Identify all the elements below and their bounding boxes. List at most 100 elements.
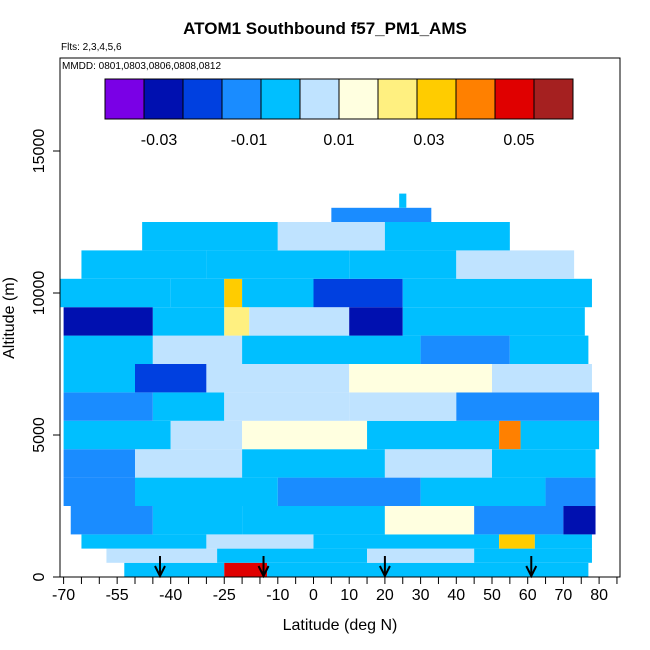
- heatmap-cell: [63, 449, 135, 478]
- heatmap-cell: [520, 420, 600, 450]
- y-tick-label: 0: [31, 572, 48, 581]
- heatmap-cell: [331, 207, 432, 222]
- colorbar-swatch: [183, 79, 223, 119]
- chart-title: ATOM1 Southbound f57_PM1_AMS: [183, 19, 467, 38]
- heatmap-cell: [474, 548, 592, 563]
- x-tick-label: -55: [106, 587, 129, 604]
- heatmap-cell: [152, 307, 225, 336]
- heatmap-cell: [170, 278, 225, 308]
- colorbar-tick-label: -0.01: [231, 132, 268, 149]
- heatmap-cell: [402, 278, 592, 308]
- colorbar-swatch: [144, 79, 184, 119]
- heatmap-cell: [349, 250, 457, 279]
- heatmap-cell: [63, 307, 153, 336]
- heatmap-layer: [60, 193, 600, 577]
- heatmap-cell: [242, 506, 385, 535]
- colorbar-tick-label: 0.01: [323, 132, 354, 149]
- heatmap-cell: [509, 335, 589, 364]
- x-tick-label: 20: [376, 587, 394, 604]
- heatmap-cell: [224, 307, 250, 336]
- heatmap-cell: [135, 477, 278, 506]
- heatmap-cell: [242, 420, 368, 450]
- colorbar-swatch: [105, 79, 145, 119]
- heatmap-cell: [170, 420, 243, 450]
- x-tick-label: 50: [483, 587, 501, 604]
- plot-frame: [59, 57, 621, 578]
- heatmap-cell: [456, 392, 600, 421]
- heatmap-cell: [224, 278, 243, 308]
- heatmap-cell: [124, 562, 225, 577]
- colorbar-swatch: [261, 79, 301, 119]
- heatmap-cell: [349, 364, 492, 393]
- colorbar-swatch: [300, 79, 340, 119]
- colorbar-tick-label: 0.05: [503, 132, 534, 149]
- heatmap-cell: [217, 548, 368, 563]
- heatmap-cell: [63, 420, 171, 450]
- heatmap-cell: [420, 477, 546, 506]
- heatmap-cell: [367, 420, 500, 450]
- colorbar-swatch: [222, 79, 262, 119]
- heatmap-cell: [534, 534, 592, 549]
- heatmap-cell: [349, 307, 403, 336]
- profile-arrow-head: [379, 565, 391, 579]
- colorbar-swatch: [534, 79, 574, 119]
- heatmap-cell: [384, 449, 492, 478]
- heatmap-cell: [384, 506, 475, 535]
- heatmap-cell: [277, 477, 421, 506]
- heatmap-cell: [313, 278, 403, 308]
- profile-arrow-head: [154, 565, 166, 579]
- colorbar-swatch: [456, 79, 496, 119]
- x-tick-label: 80: [590, 587, 608, 604]
- x-tick-label: 70: [555, 587, 573, 604]
- x-tick-label: 30: [412, 587, 430, 604]
- heatmap-cell: [206, 364, 350, 393]
- heatmap-cell: [384, 222, 510, 251]
- x-tick-label: 60: [519, 587, 537, 604]
- heatmap-cell: [456, 250, 575, 279]
- heatmap-cell: [63, 335, 153, 364]
- heatmap-cell: [242, 335, 421, 364]
- x-tick-label: -40: [159, 587, 182, 604]
- flights-note: Flts: 2,3,4,5,6: [61, 42, 122, 53]
- heatmap-cell: [63, 392, 153, 421]
- x-tick-label: 0: [309, 587, 318, 604]
- heatmap-cell: [367, 548, 475, 563]
- heatmap-cell: [63, 477, 135, 506]
- heatmap-cell: [142, 222, 278, 251]
- heatmap-cell: [206, 250, 350, 279]
- heatmap-cell: [492, 364, 592, 393]
- heatmap-cell: [135, 449, 243, 478]
- heatmap-cell: [224, 562, 268, 577]
- heatmap-cell: [152, 392, 225, 421]
- x-tick-label: -10: [266, 587, 289, 604]
- x-tick-label: -70: [52, 587, 75, 604]
- colorbar-swatch: [495, 79, 535, 119]
- heatmap-cell: [242, 278, 314, 308]
- heatmap-cell: [224, 392, 350, 421]
- heatmap-cell: [399, 193, 407, 208]
- profile-arrow-head: [257, 565, 270, 579]
- heatmap-cell: [152, 506, 243, 535]
- heatmap-cell: [499, 534, 535, 549]
- heatmap-cell: [545, 477, 596, 506]
- heatmap-cell: [277, 222, 385, 251]
- colorbar-tick-label: 0.03: [413, 132, 444, 149]
- colorbar-swatch: [417, 79, 457, 119]
- dates-note: MMDD: 0801,0803,0806,0808,0812: [62, 61, 222, 72]
- colorbar-swatch: [339, 79, 379, 119]
- heatmap-cell: [349, 392, 457, 421]
- heatmap-cell: [63, 364, 135, 393]
- heatmap-cell: [492, 449, 596, 478]
- heatmap-cell: [499, 420, 521, 450]
- colorbar-frame: [104, 78, 574, 120]
- y-tick-label: 5000: [31, 417, 48, 453]
- y-tick-label: 10000: [31, 271, 48, 316]
- heatmap-cell: [474, 506, 564, 535]
- colorbar: -0.03 -0.01 0.01 0.03 0.05: [104, 78, 574, 149]
- heatmap-cell: [206, 534, 314, 549]
- heatmap-cell: [81, 250, 207, 279]
- heatmap-cell: [135, 364, 207, 393]
- profile-arrows: [154, 556, 538, 579]
